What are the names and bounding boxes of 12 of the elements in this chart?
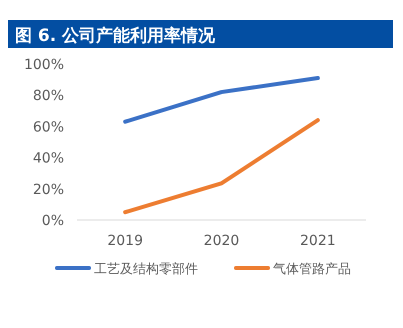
y-tick-label: 80% bbox=[32, 88, 64, 104]
chart-title: 图 6. 公司产能利用率情况 bbox=[15, 26, 216, 46]
y-tick-label: 0% bbox=[42, 213, 64, 229]
legend-label: 工艺及结构零部件 bbox=[94, 262, 198, 277]
y-tick-label: 20% bbox=[32, 182, 64, 198]
x-tick-label: 2021 bbox=[300, 233, 336, 249]
y-tick-label: 40% bbox=[32, 150, 64, 167]
x-tick-label: 2019 bbox=[107, 233, 143, 249]
y-tick-label: 100% bbox=[24, 57, 64, 73]
x-tick-label: 2020 bbox=[204, 233, 240, 249]
legend-label: 气体管路产品 bbox=[273, 262, 351, 277]
y-tick-label: 60% bbox=[32, 119, 64, 136]
